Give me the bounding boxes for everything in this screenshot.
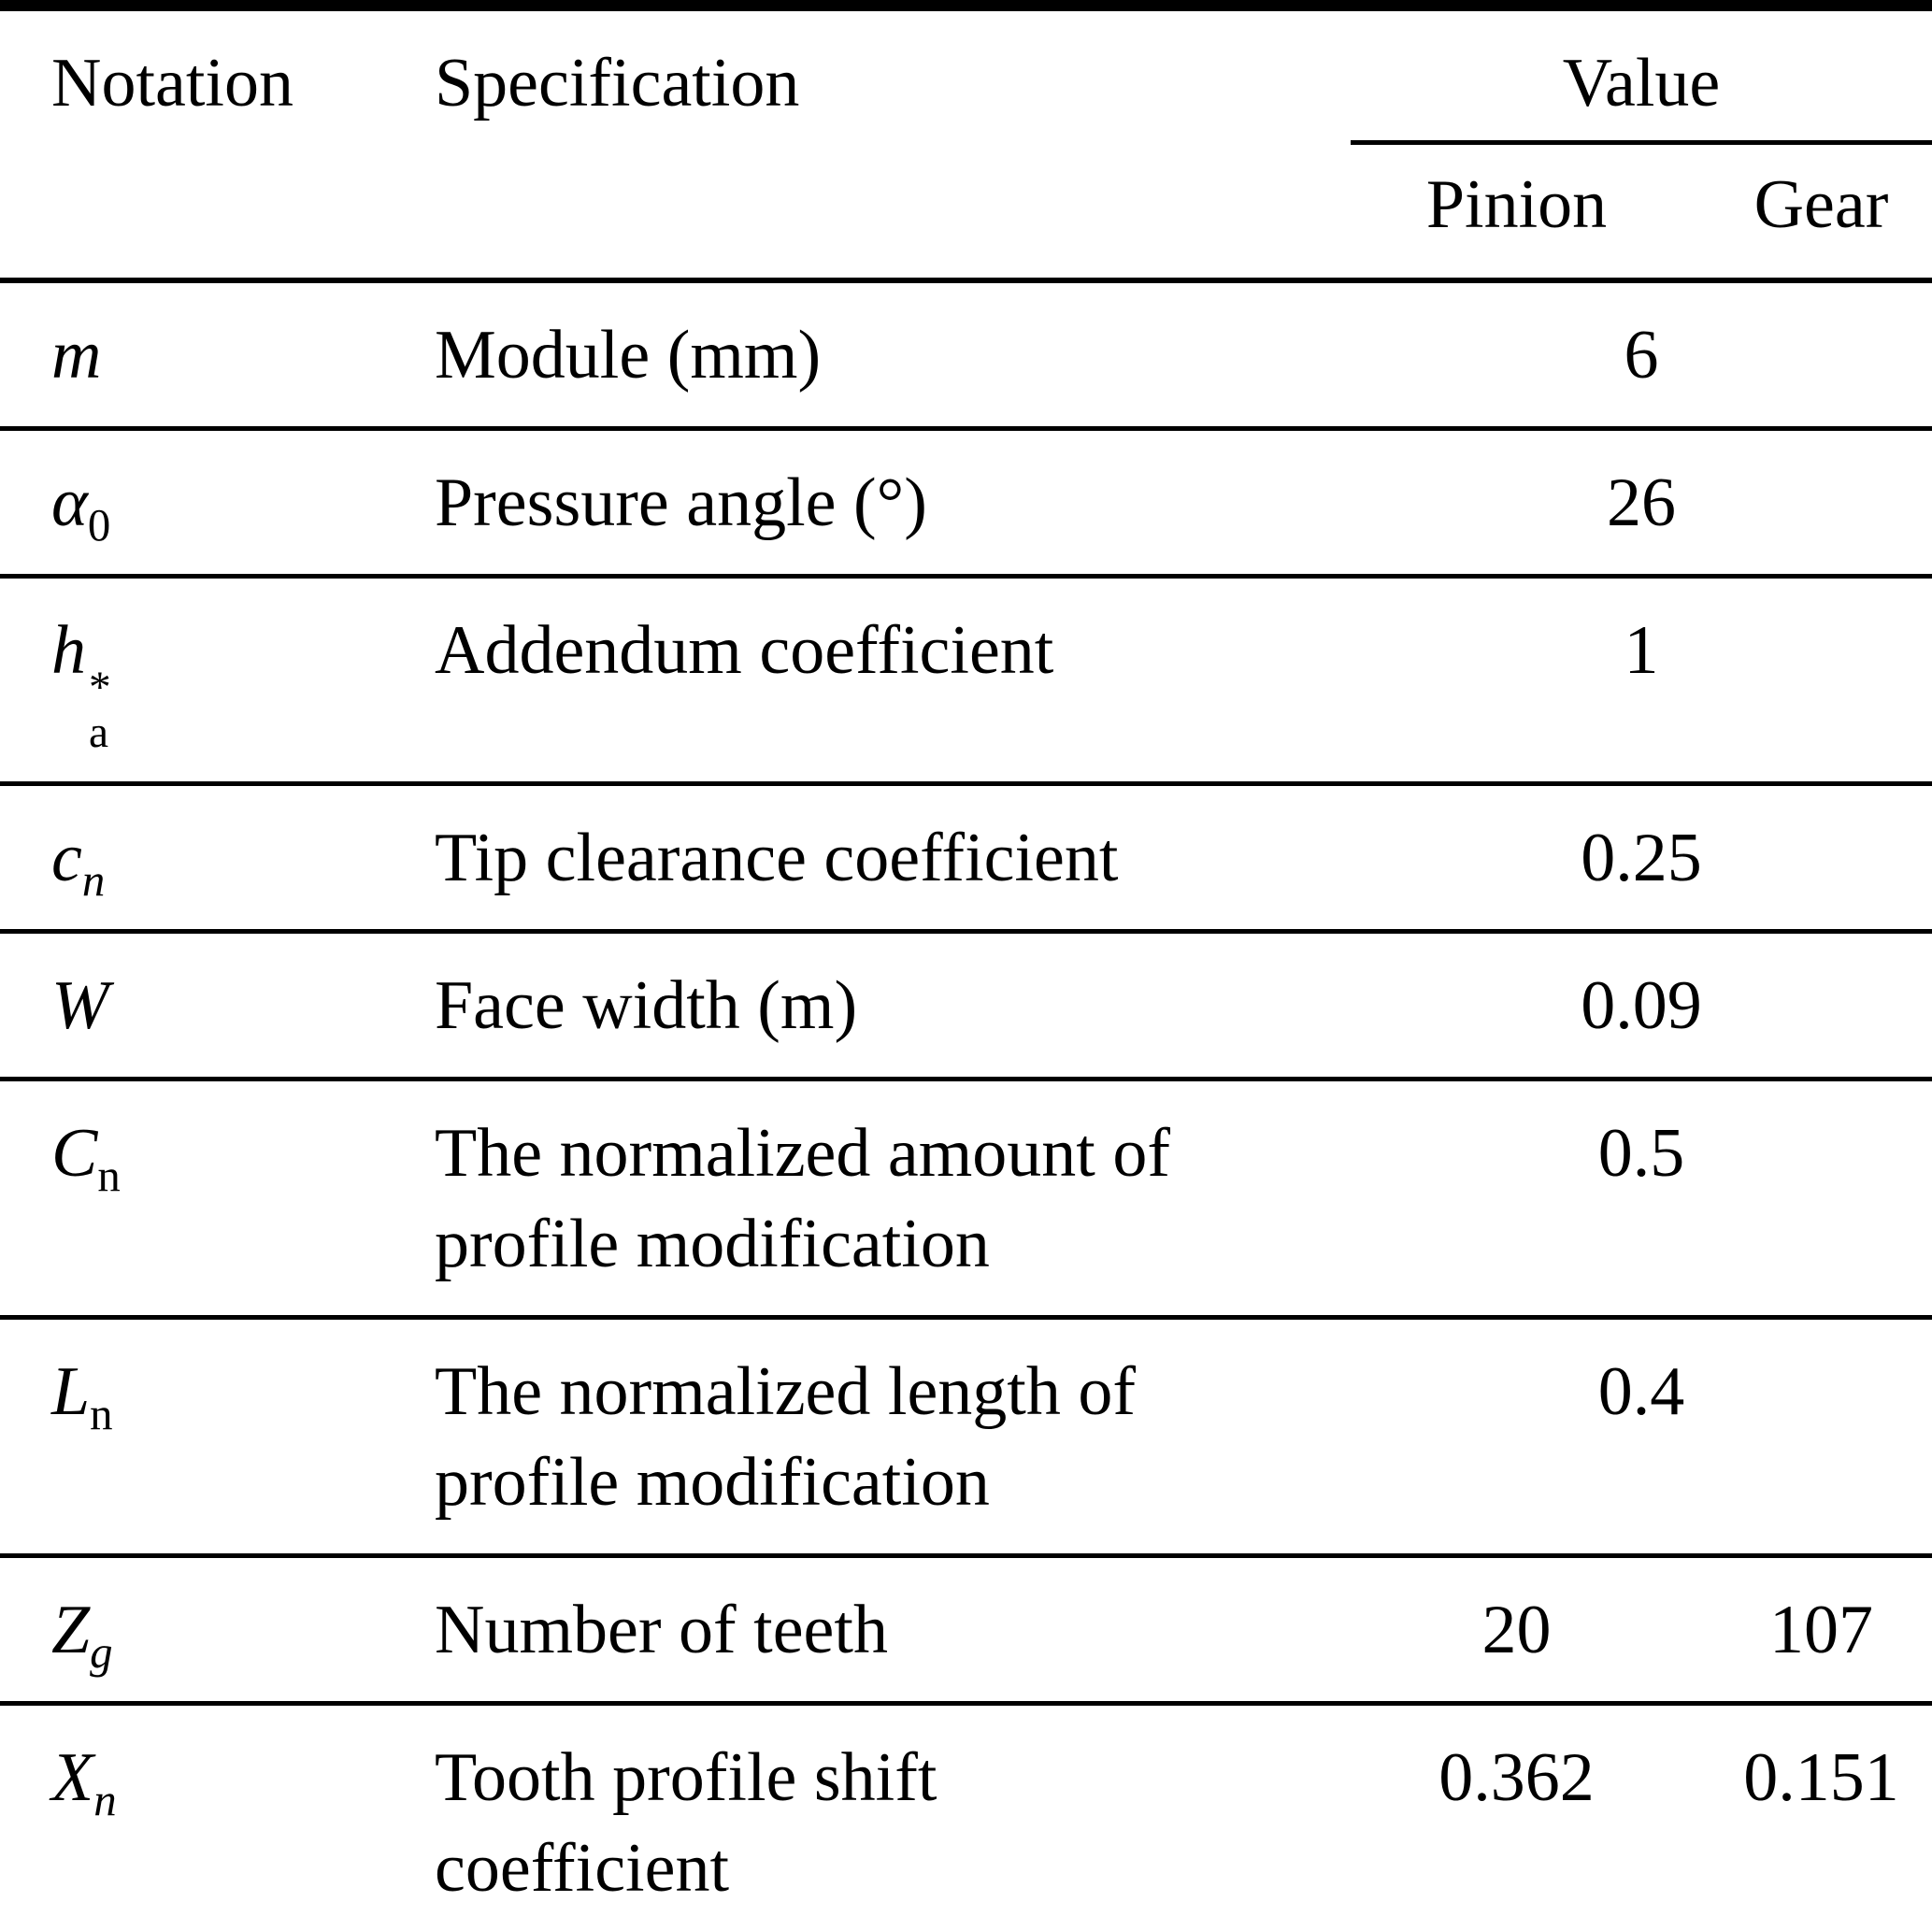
header-pinion: Pinion xyxy=(1425,166,1608,243)
spec-text: The normalized length of xyxy=(435,1352,1137,1430)
gear-value-cell: 0.151 xyxy=(1743,1738,1899,1816)
table-header: Notation Specification Value Pinion Gear xyxy=(0,6,1932,280)
merged-value-cell: 6 xyxy=(1624,317,1659,393)
specification-cell: The normalized amount of profile modific… xyxy=(435,1079,1351,1317)
spec-text: The normalized amount of xyxy=(435,1114,1171,1192)
specification-cell: Number of teeth xyxy=(435,1555,1351,1703)
specification-cell: Face width (m) xyxy=(435,931,1351,1079)
table-row-module: m Module (mm) 6 xyxy=(0,280,1932,429)
notation-cell: W xyxy=(0,931,435,1079)
table-row-normalized-length: Ln The normalized length of profile modi… xyxy=(0,1317,1932,1556)
specification-cell: The normalized length of profile modific… xyxy=(435,1317,1351,1555)
gear-value-cell: 107 xyxy=(1769,1591,1873,1668)
table-row-pressure-angle: α0 Pressure angle (°) 26 xyxy=(0,429,1932,577)
specification-cell: Addendum coefficient xyxy=(435,577,1351,784)
spec-text: Tip clearance coefficient xyxy=(435,819,1119,896)
spec-text: Tooth profile shift xyxy=(435,1738,937,1816)
notation-cell: Ln xyxy=(0,1317,435,1555)
merged-value-cell: 0.09 xyxy=(1581,966,1702,1044)
spec-text: Module (mm) xyxy=(435,317,822,393)
spec-text: Pressure angle (°) xyxy=(435,465,927,541)
header-value: Value xyxy=(1351,6,1932,145)
math-symbol: Cn xyxy=(51,1114,121,1201)
table-row-number-of-teeth: Zg Number of teeth 20 107 xyxy=(0,1555,1932,1704)
specification-cell: Module (mm) xyxy=(435,280,1351,429)
table-row-face-width: W Face width (m) 0.09 xyxy=(0,931,1932,1080)
merged-value-cell: 0.4 xyxy=(1597,1352,1685,1430)
specification-cell: Tooth profile shift coefficient xyxy=(435,1703,1351,1916)
notation-cell: Zg xyxy=(0,1555,435,1703)
table-row-profile-shift: Xn Tooth profile shift coefficient 0.362… xyxy=(0,1703,1932,1916)
merged-value-cell: 1 xyxy=(1624,612,1659,689)
spec-text: coefficient xyxy=(435,1829,730,1907)
math-symbol: W xyxy=(51,966,109,1044)
spec-text: Number of teeth xyxy=(435,1591,888,1668)
sup-sub-stack: * a xyxy=(89,664,111,758)
math-symbol: Zg xyxy=(51,1591,113,1678)
math-symbol: h * a xyxy=(51,612,111,758)
math-symbol: Ln xyxy=(51,1352,113,1439)
table-row-normalized-amount: Cn The normalized amount of profile modi… xyxy=(0,1079,1932,1318)
header-row-top: Notation Specification Value xyxy=(0,6,1932,145)
merged-value-cell: 26 xyxy=(1607,465,1676,541)
merged-value-cell: 0.25 xyxy=(1581,819,1702,896)
spec-text: Addendum coefficient xyxy=(435,612,1054,689)
notation-cell: h * a xyxy=(0,577,435,784)
header-notation: Notation xyxy=(51,45,293,122)
notation-cell: α0 xyxy=(0,429,435,577)
table-row-tip-clearance: cn Tip clearance coefficient 0.25 xyxy=(0,783,1932,932)
specification-cell: Tip clearance coefficient xyxy=(435,783,1351,931)
spec-text: profile modification xyxy=(435,1443,990,1521)
pinion-value-cell: 0.362 xyxy=(1438,1738,1595,1816)
math-symbol: cn xyxy=(51,819,106,906)
notation-cell: Cn xyxy=(0,1079,435,1317)
pinion-value-cell: 20 xyxy=(1481,1591,1552,1668)
specification-cell: Pressure angle (°) xyxy=(435,429,1351,577)
header-gear: Gear xyxy=(1753,166,1889,243)
notation-cell: cn xyxy=(0,783,435,931)
spec-text: Face width (m) xyxy=(435,966,858,1044)
header-specification: Specification xyxy=(435,45,800,122)
table-row-addendum: h * a Addendum coefficient 1 xyxy=(0,577,1932,784)
notation-cell: m xyxy=(0,280,435,429)
math-symbol: Xn xyxy=(51,1738,117,1825)
spec-text: profile modification xyxy=(435,1205,990,1282)
notation-cell: Xn xyxy=(0,1703,435,1916)
math-symbol: m xyxy=(51,317,102,393)
math-symbol: α0 xyxy=(51,465,111,550)
table-body: m Module (mm) 6 α0 Pressure angle (°) 26… xyxy=(0,280,1932,1916)
merged-value-cell: 0.5 xyxy=(1597,1114,1685,1192)
